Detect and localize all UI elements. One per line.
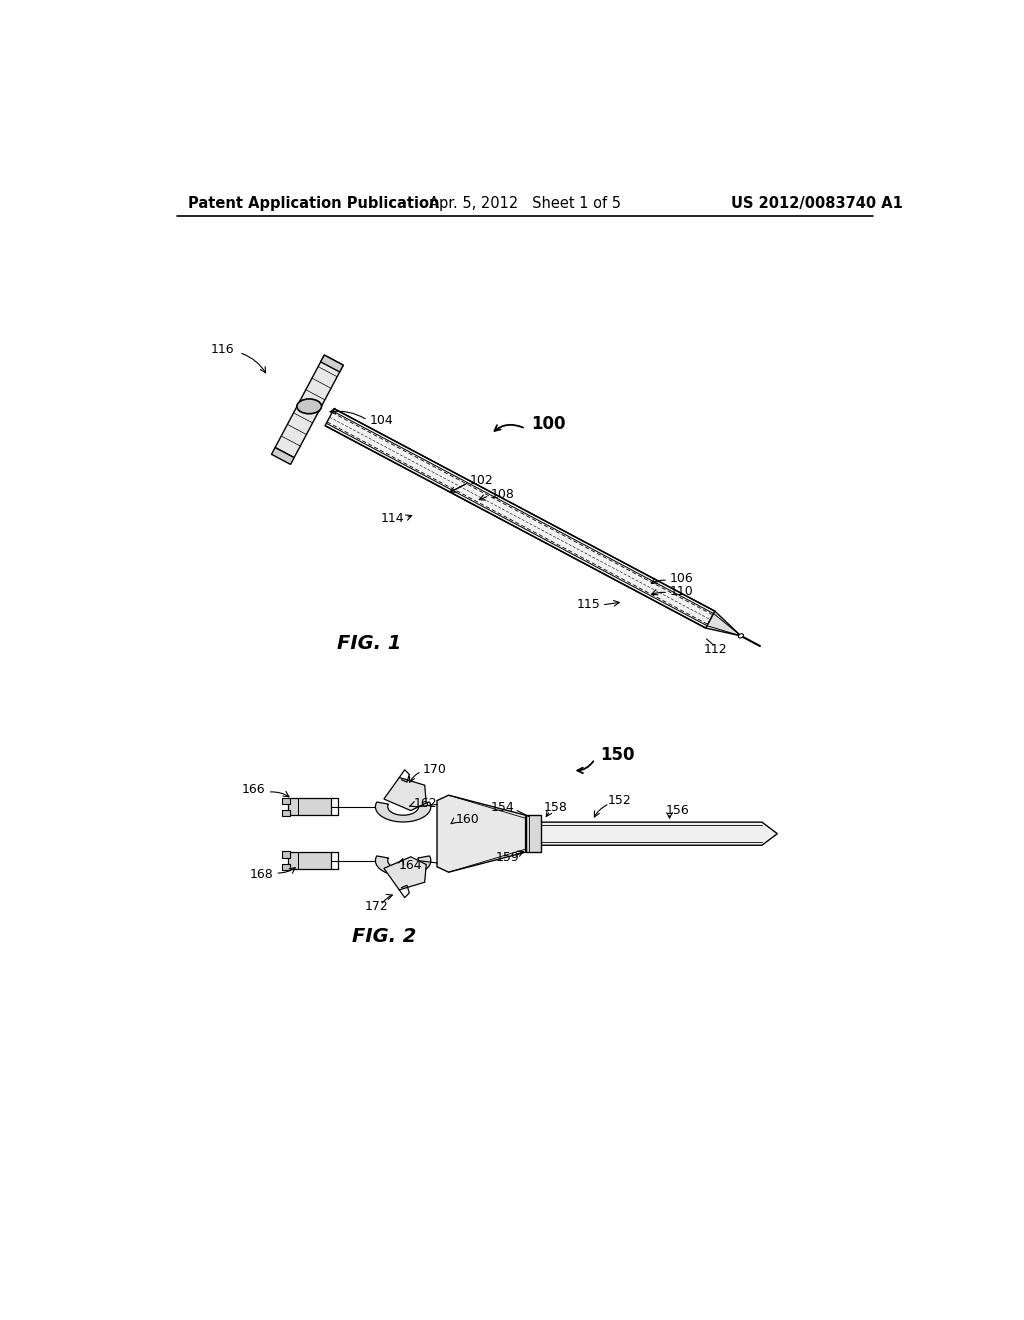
Text: 110: 110 <box>670 585 693 598</box>
Polygon shape <box>283 851 290 858</box>
Polygon shape <box>283 810 290 816</box>
Polygon shape <box>283 797 290 804</box>
Text: 106: 106 <box>670 572 693 585</box>
Text: 100: 100 <box>531 414 565 433</box>
Polygon shape <box>376 803 431 822</box>
Text: 162: 162 <box>414 797 437 810</box>
Text: 160: 160 <box>456 813 479 825</box>
Text: 166: 166 <box>242 783 265 796</box>
Polygon shape <box>437 795 525 873</box>
Text: 168: 168 <box>249 869 273 880</box>
Text: 102: 102 <box>469 474 494 487</box>
Polygon shape <box>376 855 431 876</box>
Polygon shape <box>283 863 290 870</box>
Polygon shape <box>525 816 541 853</box>
Polygon shape <box>289 853 331 869</box>
Polygon shape <box>539 822 777 845</box>
Ellipse shape <box>297 399 322 413</box>
Text: 156: 156 <box>666 804 689 817</box>
Text: 170: 170 <box>423 763 447 776</box>
Text: FIG. 2: FIG. 2 <box>352 927 417 945</box>
Text: 154: 154 <box>490 801 515 814</box>
Text: 172: 172 <box>366 900 389 913</box>
Text: 158: 158 <box>544 801 567 814</box>
Ellipse shape <box>738 634 743 638</box>
Polygon shape <box>384 857 426 890</box>
Polygon shape <box>325 409 715 628</box>
Text: 108: 108 <box>490 487 515 500</box>
Text: FIG. 1: FIG. 1 <box>337 634 401 653</box>
Text: 104: 104 <box>370 413 393 426</box>
Text: 159: 159 <box>496 851 520 865</box>
Text: 112: 112 <box>703 643 728 656</box>
Text: 164: 164 <box>398 859 422 871</box>
Text: 116: 116 <box>211 343 234 356</box>
Polygon shape <box>275 401 318 458</box>
Text: Patent Application Publication: Patent Application Publication <box>188 195 440 211</box>
Polygon shape <box>384 777 426 810</box>
Polygon shape <box>289 799 331 816</box>
Text: 114: 114 <box>380 512 403 525</box>
Polygon shape <box>706 611 741 636</box>
Polygon shape <box>300 355 343 412</box>
Polygon shape <box>321 355 343 372</box>
Text: 150: 150 <box>600 746 635 764</box>
Text: 152: 152 <box>608 795 632 807</box>
Text: Apr. 5, 2012   Sheet 1 of 5: Apr. 5, 2012 Sheet 1 of 5 <box>429 195 621 211</box>
Text: 115: 115 <box>577 598 600 611</box>
Polygon shape <box>271 447 294 465</box>
Text: US 2012/0083740 A1: US 2012/0083740 A1 <box>731 195 903 211</box>
